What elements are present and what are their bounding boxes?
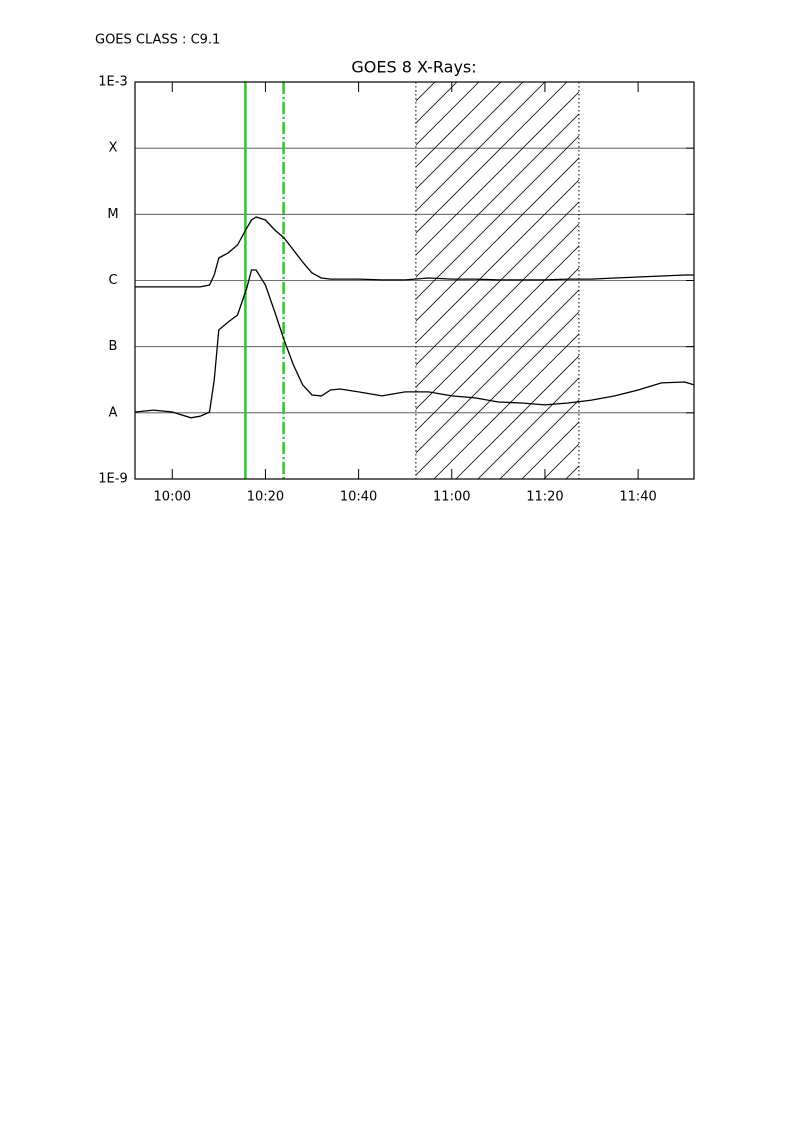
hatch-line [415, 267, 579, 432]
y-tick-label: A [109, 405, 118, 420]
x-tick-label: 10:40 [340, 490, 377, 505]
hatch-line [415, 157, 579, 322]
y-tick-label: C [108, 273, 117, 288]
hatch-line [764, 82, 790, 479]
hatch-line [415, 82, 524, 190]
hatch-line [415, 82, 568, 234]
series-line [134, 269, 695, 419]
plot-frame [134, 81, 695, 480]
hatch-line [415, 82, 546, 212]
hatch-line [698, 82, 790, 479]
x-tick-label: 11:40 [619, 490, 656, 505]
y-tick-label: 1E-9 [98, 472, 127, 487]
hatch-line [415, 113, 579, 278]
y-tick-label: 1E-3 [98, 75, 127, 90]
hatch-line [477, 377, 579, 479]
hatch-line [433, 333, 579, 479]
x-tick-label: 11:00 [433, 490, 470, 505]
hatch-line [415, 179, 579, 344]
hatch-line [415, 135, 579, 300]
hatch-line [415, 91, 579, 256]
hatch-line [742, 82, 790, 479]
y-tick-label: X [109, 141, 118, 156]
hatch-line [415, 82, 502, 168]
y-tick-label: B [109, 339, 118, 354]
series-line [135, 216, 694, 288]
goes-class: GOES CLASS : C9.1 [95, 33, 220, 48]
x-tick-label: 11:20 [526, 490, 563, 505]
hatch-line [720, 82, 790, 479]
hatch-line [415, 289, 579, 454]
hatch-line [499, 399, 579, 479]
x-tick-label: 10:20 [247, 490, 284, 505]
hatch-line [415, 311, 579, 476]
chart-title: GOES 8 X-Rays: [351, 58, 476, 77]
y-tick-label: M [107, 207, 118, 222]
x-tick-label: 10:00 [154, 490, 191, 505]
hatch-line [455, 355, 579, 479]
hatch-line [786, 82, 790, 479]
